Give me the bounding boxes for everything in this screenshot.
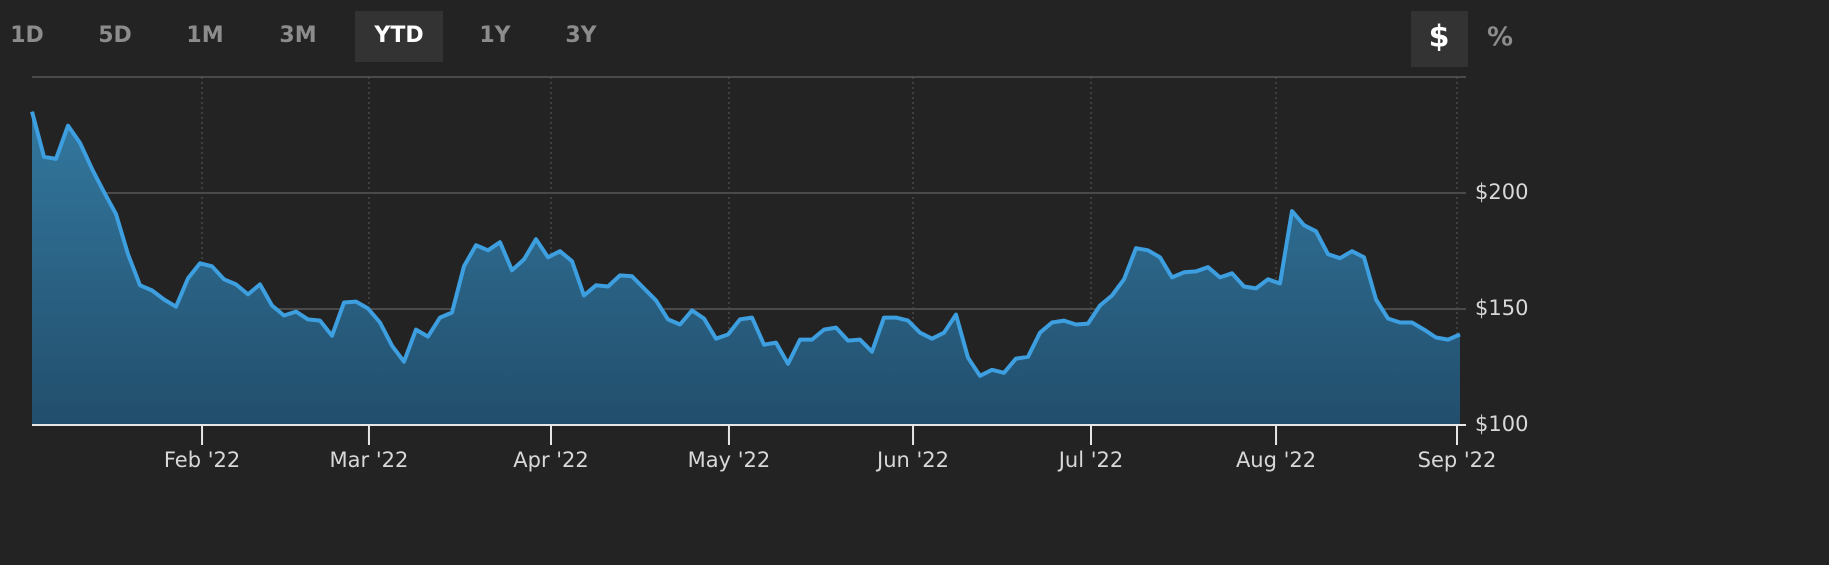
range-tab[interactable]: 1Y xyxy=(479,23,511,48)
x-tick-label: Sep '22 xyxy=(1418,448,1497,472)
range-tab[interactable]: 3M xyxy=(279,23,316,48)
y-tick-label: $100 xyxy=(1475,412,1528,436)
price-line xyxy=(30,111,1461,378)
range-tab[interactable]: YTD xyxy=(355,11,443,62)
toggle-highlight xyxy=(1411,11,1468,67)
x-tick-label: Feb '22 xyxy=(164,448,240,472)
tab-label: 5D xyxy=(98,23,132,48)
x-tick-label: Aug '22 xyxy=(1236,448,1316,472)
tab-label: 1D xyxy=(10,23,44,48)
toggle-label: % xyxy=(1487,23,1513,53)
tab-label: 3Y xyxy=(565,23,597,48)
tab-label: YTD xyxy=(373,23,423,48)
range-tab[interactable]: 1M xyxy=(186,23,223,48)
x-tick-label: Jun '22 xyxy=(875,448,949,472)
range-tab[interactable]: 1D xyxy=(10,23,44,48)
y-tick-label: $200 xyxy=(1475,180,1528,204)
x-tick-label: Mar '22 xyxy=(330,448,409,472)
area-fill xyxy=(32,111,1460,425)
tab-label: 1M xyxy=(186,23,223,48)
y-tick-label: $150 xyxy=(1475,296,1528,320)
range-tab[interactable]: 5D xyxy=(98,23,132,48)
toggle-label: $ xyxy=(1429,20,1450,55)
tab-label: 3M xyxy=(279,23,316,48)
unit-toggle[interactable]: % xyxy=(1487,23,1513,53)
x-tick-label: May '22 xyxy=(688,448,771,472)
unit-toggle[interactable]: $ xyxy=(1411,11,1468,67)
tab-label: 1Y xyxy=(479,23,511,48)
x-tick-label: Jul '22 xyxy=(1057,448,1124,472)
range-tab[interactable]: 3Y xyxy=(565,23,597,48)
tab-highlight xyxy=(355,11,443,62)
x-tick-label: Apr '22 xyxy=(513,448,589,472)
